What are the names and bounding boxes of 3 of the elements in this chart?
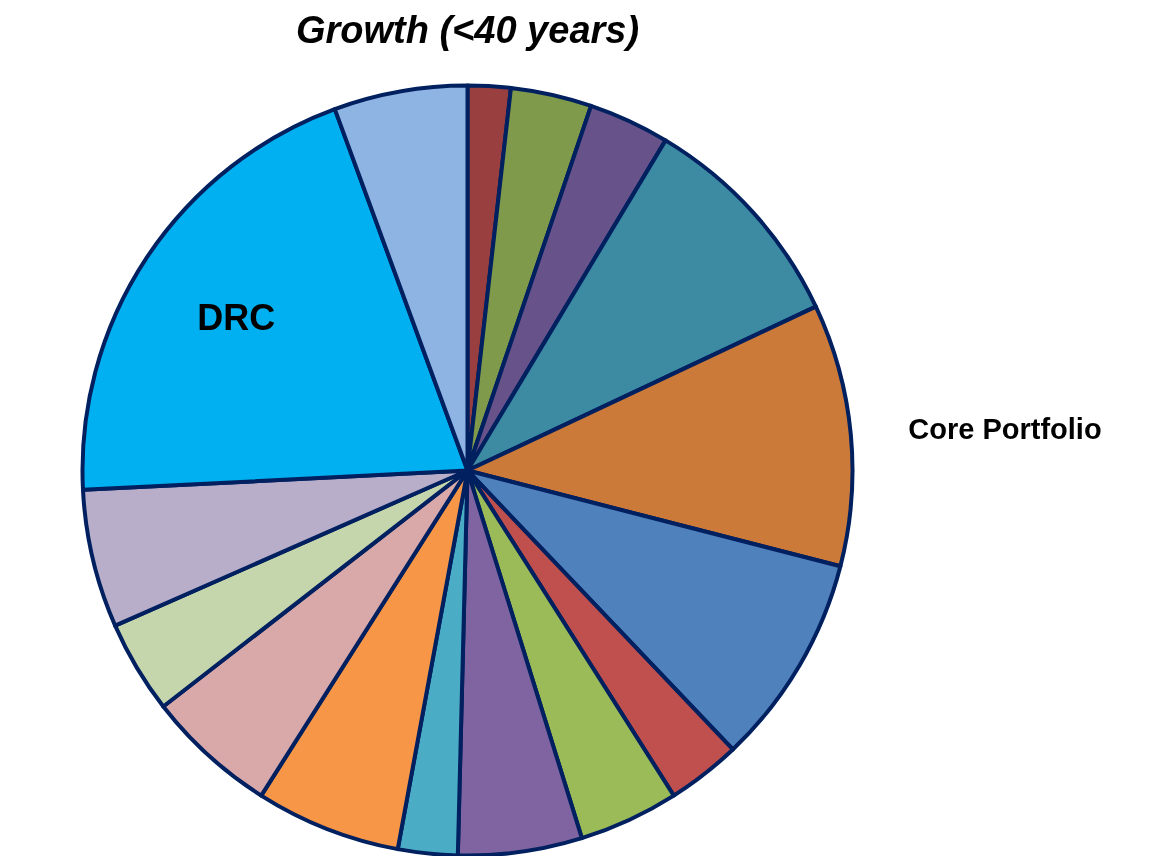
slice-label: DRC (197, 297, 276, 339)
slice-label: Core Portfolio (908, 412, 1102, 445)
chart-title: Growth (<40 years) (295, 8, 640, 51)
